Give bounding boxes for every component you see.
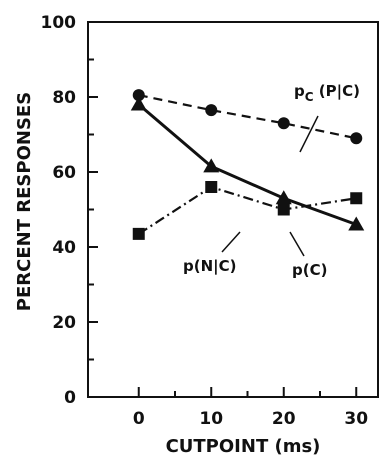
data-point-circle — [277, 117, 290, 130]
series-line-1 — [137, 103, 357, 226]
y-tick-label: 100 — [41, 13, 77, 33]
data-point-triangle — [203, 158, 220, 173]
plot-frame — [87, 21, 379, 398]
data-point-triangle — [275, 190, 292, 205]
x-tick-label: 30 — [344, 409, 368, 429]
y-tick-label: 20 — [52, 313, 76, 333]
series-label-p-c: p(C) — [292, 261, 327, 279]
x-axis-title: CUTPOINT (ms) — [166, 436, 321, 457]
series-label-p-n-c: p(N|C) — [183, 257, 237, 276]
series-line-2 — [138, 185, 357, 235]
data-point-triangle — [130, 96, 147, 111]
leader-line-p-n-c — [221, 231, 241, 253]
data-point-circle — [205, 104, 218, 117]
series-lines — [130, 89, 365, 240]
y-tick-label: 0 — [64, 388, 76, 408]
data-point-square — [350, 192, 363, 205]
data-point-circle — [132, 89, 145, 102]
leader-line-pc-p-c — [299, 115, 319, 153]
x-tick-label: 0 — [133, 409, 145, 429]
x-tick-label: 10 — [199, 409, 223, 429]
data-point-circle — [350, 132, 363, 145]
data-point-triangle — [348, 216, 365, 231]
y-tick-label: 60 — [52, 163, 76, 183]
series-line-0 — [138, 94, 357, 140]
axes: 0 20 40 60 80 100 0 10 20 30 — [41, 13, 379, 429]
y-tick-label: 40 — [52, 238, 76, 258]
data-point-square — [277, 203, 290, 216]
y-tick-label: 80 — [52, 88, 76, 108]
series-labels: pC (P|C) p(N|C) p(C) — [183, 82, 360, 279]
leader-line-p-c — [289, 231, 305, 257]
x-tick-label: 20 — [272, 409, 296, 429]
series-label-pc-p-c: pC (P|C) — [294, 82, 360, 104]
data-point-square — [132, 227, 145, 240]
y-axis-title: PERCENT RESPONSES — [14, 92, 35, 311]
data-point-square — [205, 181, 218, 193]
